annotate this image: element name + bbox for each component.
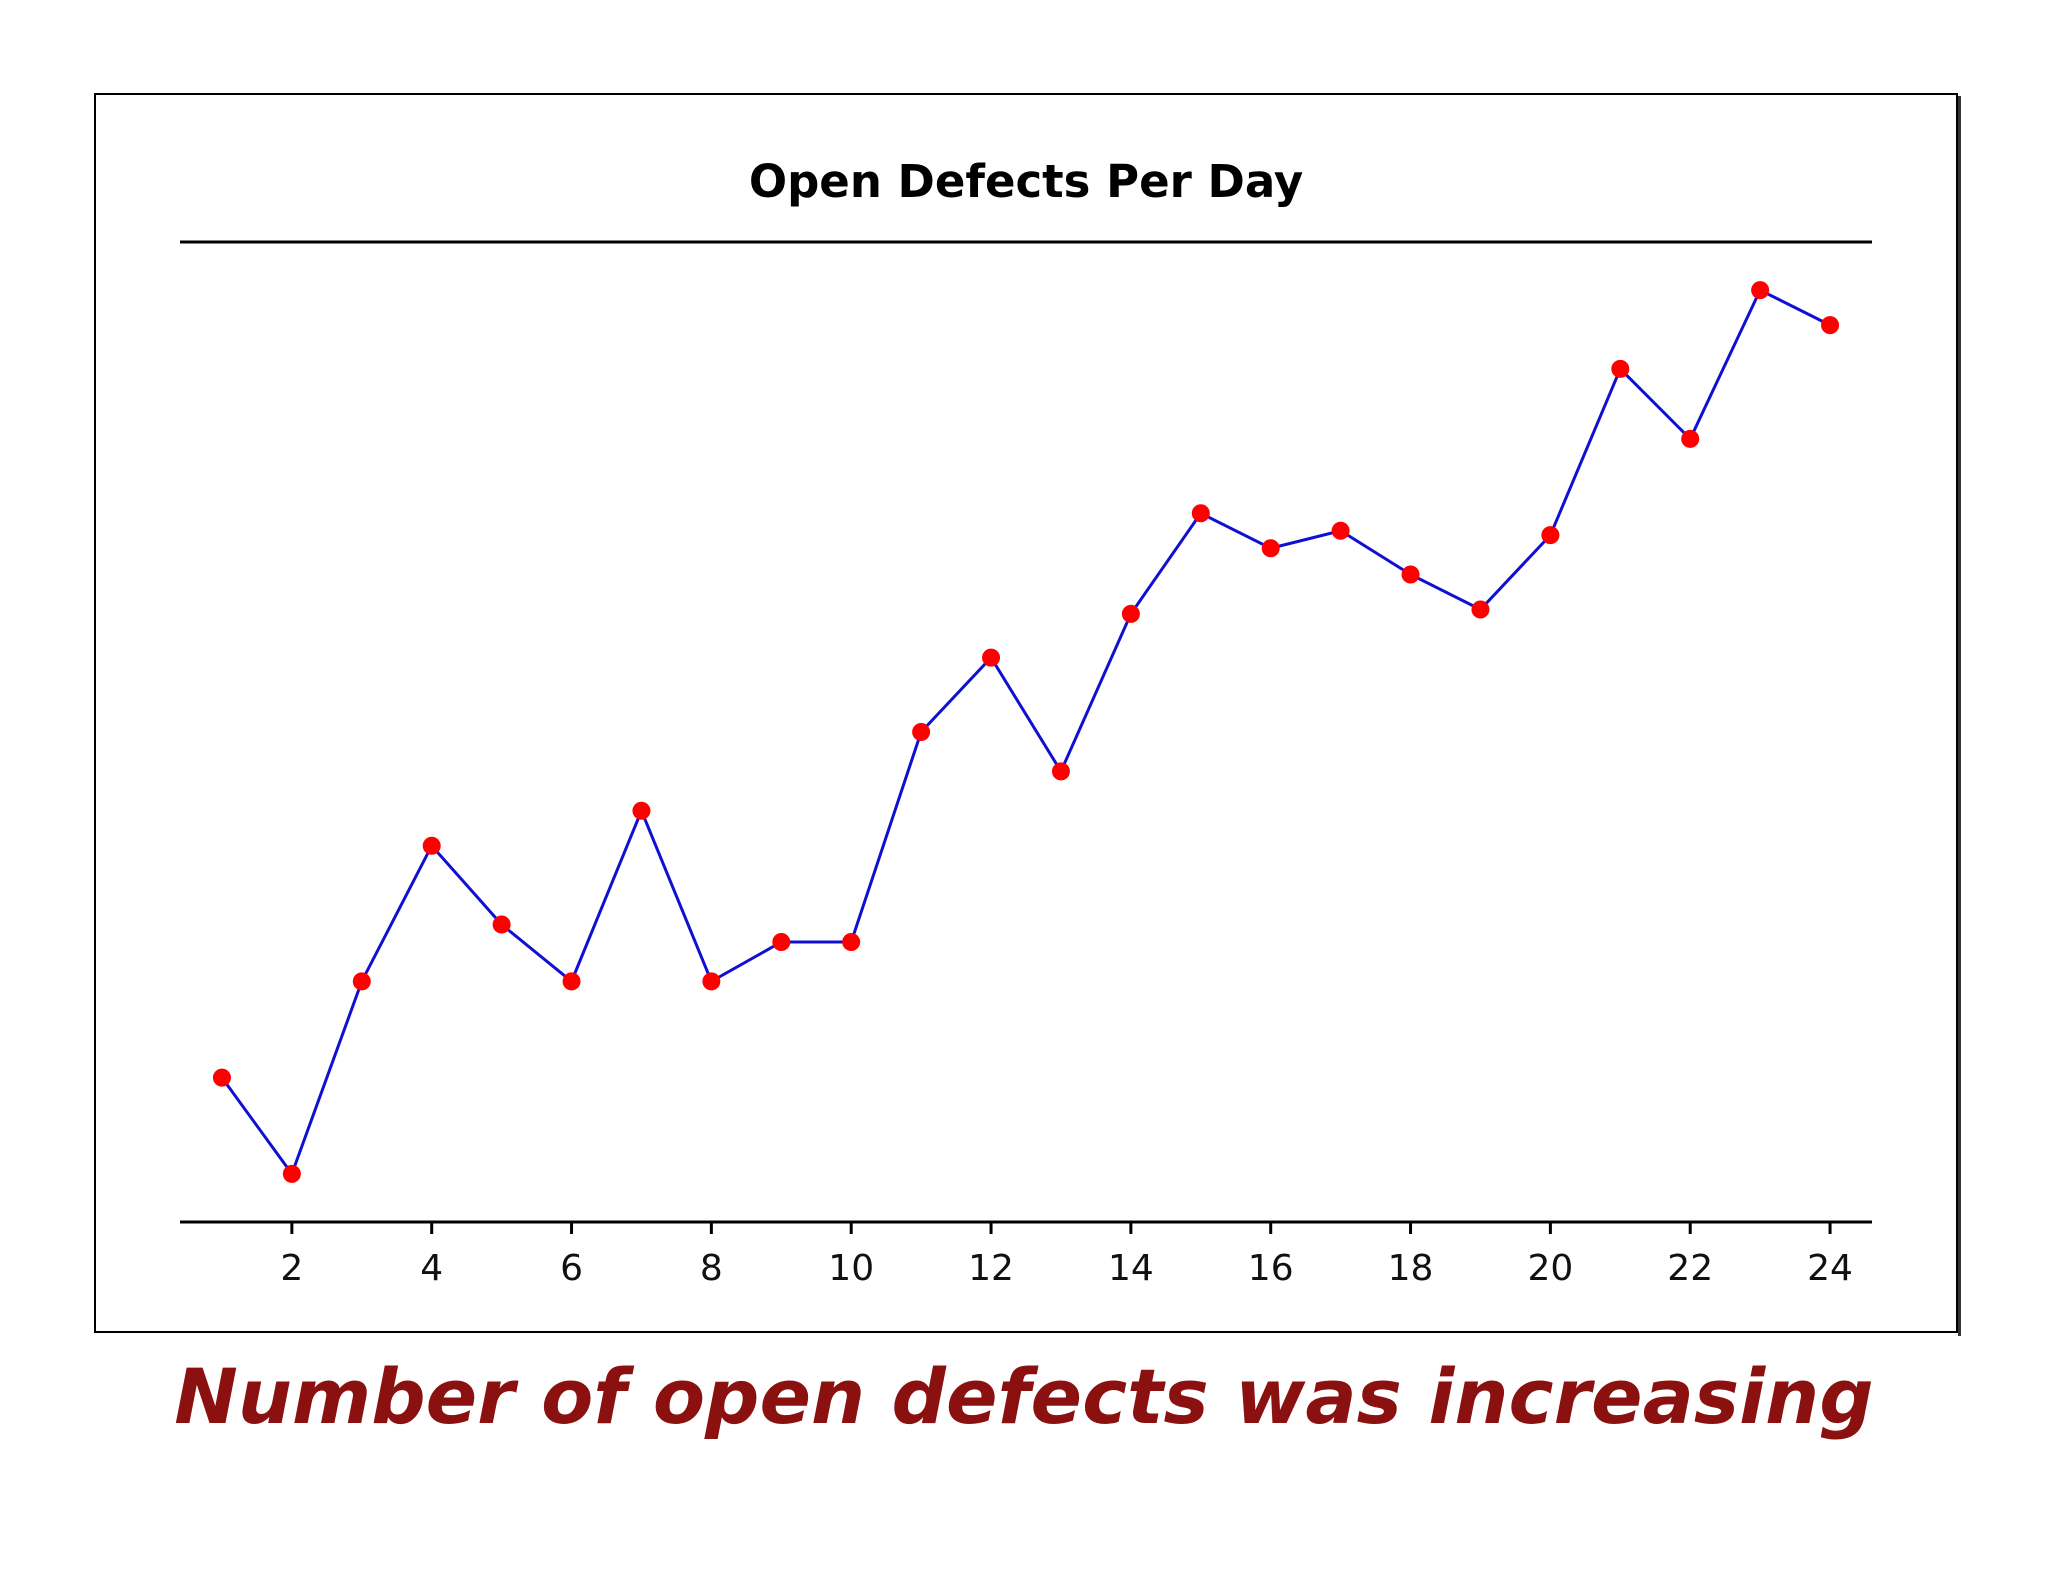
data-point-day-21: [1611, 359, 1630, 378]
x-tick-label-12: 12: [968, 1248, 1014, 1289]
data-point-day-6: [562, 972, 581, 991]
chart-caption: Number of open defects was increasing: [174, 1352, 1874, 1441]
data-point-day-18: [1401, 565, 1420, 584]
x-tick-label-6: 6: [560, 1248, 583, 1289]
x-tick-label-8: 8: [700, 1248, 723, 1289]
data-point-day-23: [1751, 281, 1770, 300]
data-point-day-10: [842, 933, 861, 951]
data-point-day-5: [492, 915, 511, 934]
data-point-day-16: [1261, 539, 1280, 558]
x-axis-ticks: 2 4 6 8 10 12 14 16 18 20 22 24: [280, 1222, 1853, 1289]
x-tick-label-16: 16: [1248, 1248, 1294, 1289]
x-tick-label-10: 10: [828, 1248, 874, 1289]
chart-title: Open Defects Per Day: [749, 155, 1303, 208]
data-point-day-12: [982, 648, 1001, 667]
x-tick-label-22: 22: [1667, 1248, 1713, 1289]
series-layer: [212, 281, 1840, 1183]
data-point-day-8: [702, 972, 721, 991]
data-point-day-24: [1821, 316, 1840, 335]
frame-shadow: [1958, 96, 1961, 1336]
x-tick-label-20: 20: [1527, 1248, 1573, 1289]
data-point-day-4: [422, 836, 441, 855]
data-point-day-11: [912, 723, 931, 741]
data-point-day-7: [632, 801, 651, 820]
data-point-day-3: [352, 972, 371, 991]
data-point-day-17: [1331, 521, 1350, 540]
data-point-day-13: [1051, 762, 1070, 781]
x-tick-label-4: 4: [420, 1248, 443, 1289]
data-point-day-1: [212, 1068, 231, 1087]
data-point-day-19: [1471, 600, 1490, 619]
x-tick-label-24: 24: [1807, 1248, 1853, 1289]
data-point-day-14: [1121, 604, 1140, 623]
data-point-day-2: [282, 1164, 301, 1183]
x-tick-label-2: 2: [280, 1248, 303, 1289]
data-point-day-20: [1541, 526, 1560, 545]
data-point-day-22: [1681, 429, 1700, 448]
data-point-day-15: [1191, 504, 1210, 523]
series-line: [220, 288, 1831, 1178]
x-tick-label-14: 14: [1108, 1248, 1154, 1289]
x-tick-label-18: 18: [1388, 1248, 1434, 1289]
data-point-day-9: [772, 933, 791, 951]
